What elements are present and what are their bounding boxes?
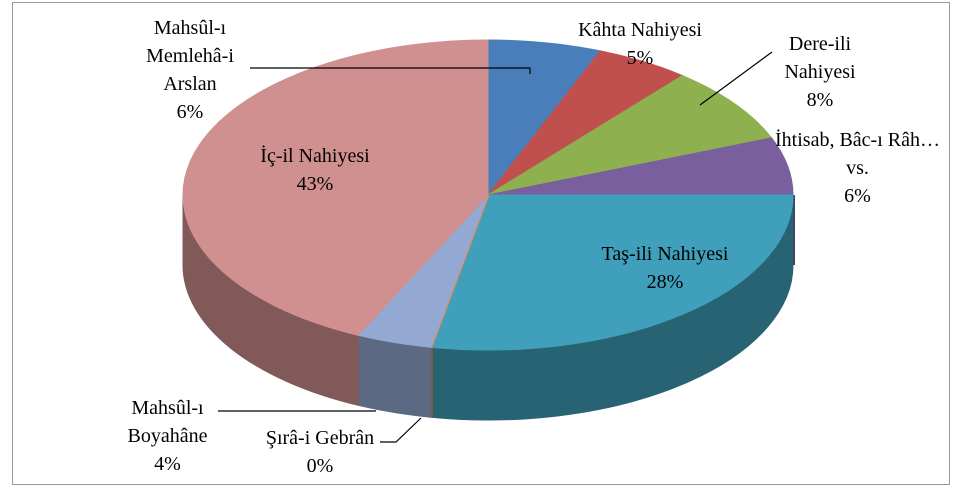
leader-lines: [218, 51, 773, 443]
value-label: 6%: [176, 101, 204, 123]
category-label: İç-il Nahiyesi: [260, 145, 370, 167]
value-label: 4%: [154, 453, 181, 475]
slice-label: Mahsûl-ı Memlehâ-i Arslan 6%: [135, 14, 245, 126]
slice-label: Şırâ-i Gebrân 0%: [255, 424, 385, 480]
side-walls: [182, 194, 795, 421]
slice-label: Mahsûl-ı Boyahâne 4%: [100, 394, 235, 478]
top-faces: [182, 39, 794, 351]
category-label: Mahsûl-ı Memlehâ-i Arslan: [146, 17, 234, 95]
value-label: 5%: [626, 47, 654, 69]
value-label: 0%: [306, 455, 334, 477]
slices: [182, 39, 795, 421]
slice: [182, 39, 489, 336]
value-label: 43%: [296, 173, 334, 195]
slice-side: [357, 334, 432, 418]
value-label: 28%: [646, 271, 684, 293]
slice-label: İhtisab, Bâc-ı Râh…vs. 6%: [775, 126, 940, 210]
category-label: İhtisab, Bâc-ı Râh…vs.: [775, 129, 940, 179]
category-label: Mahsûl-ı Boyahâne: [127, 397, 208, 447]
value-label: 6%: [844, 185, 871, 207]
value-label: 8%: [806, 89, 834, 111]
category-label: Şırâ-i Gebrân: [265, 427, 375, 449]
slice-label: İç-il Nahiyesi 43%: [225, 142, 405, 198]
frame: [12, 2, 950, 485]
leader-line: [250, 67, 531, 74]
category-label: Kâhta Nahiyesi: [578, 19, 702, 41]
category-label: Taş-ili Nahiyesi: [601, 243, 729, 265]
slice-label: Taş-ili Nahiyesi 28%: [570, 240, 760, 296]
slice: [487, 75, 773, 196]
category-label: Dere-ili Nahiyesi: [784, 33, 856, 83]
leader-line: [699, 51, 773, 106]
slice: [430, 194, 794, 351]
slice-label: Dere-ili Nahiyesi 8%: [770, 30, 870, 114]
slice-label: Kâhta Nahiyesi 5%: [545, 16, 735, 72]
leader-line: [380, 417, 422, 443]
